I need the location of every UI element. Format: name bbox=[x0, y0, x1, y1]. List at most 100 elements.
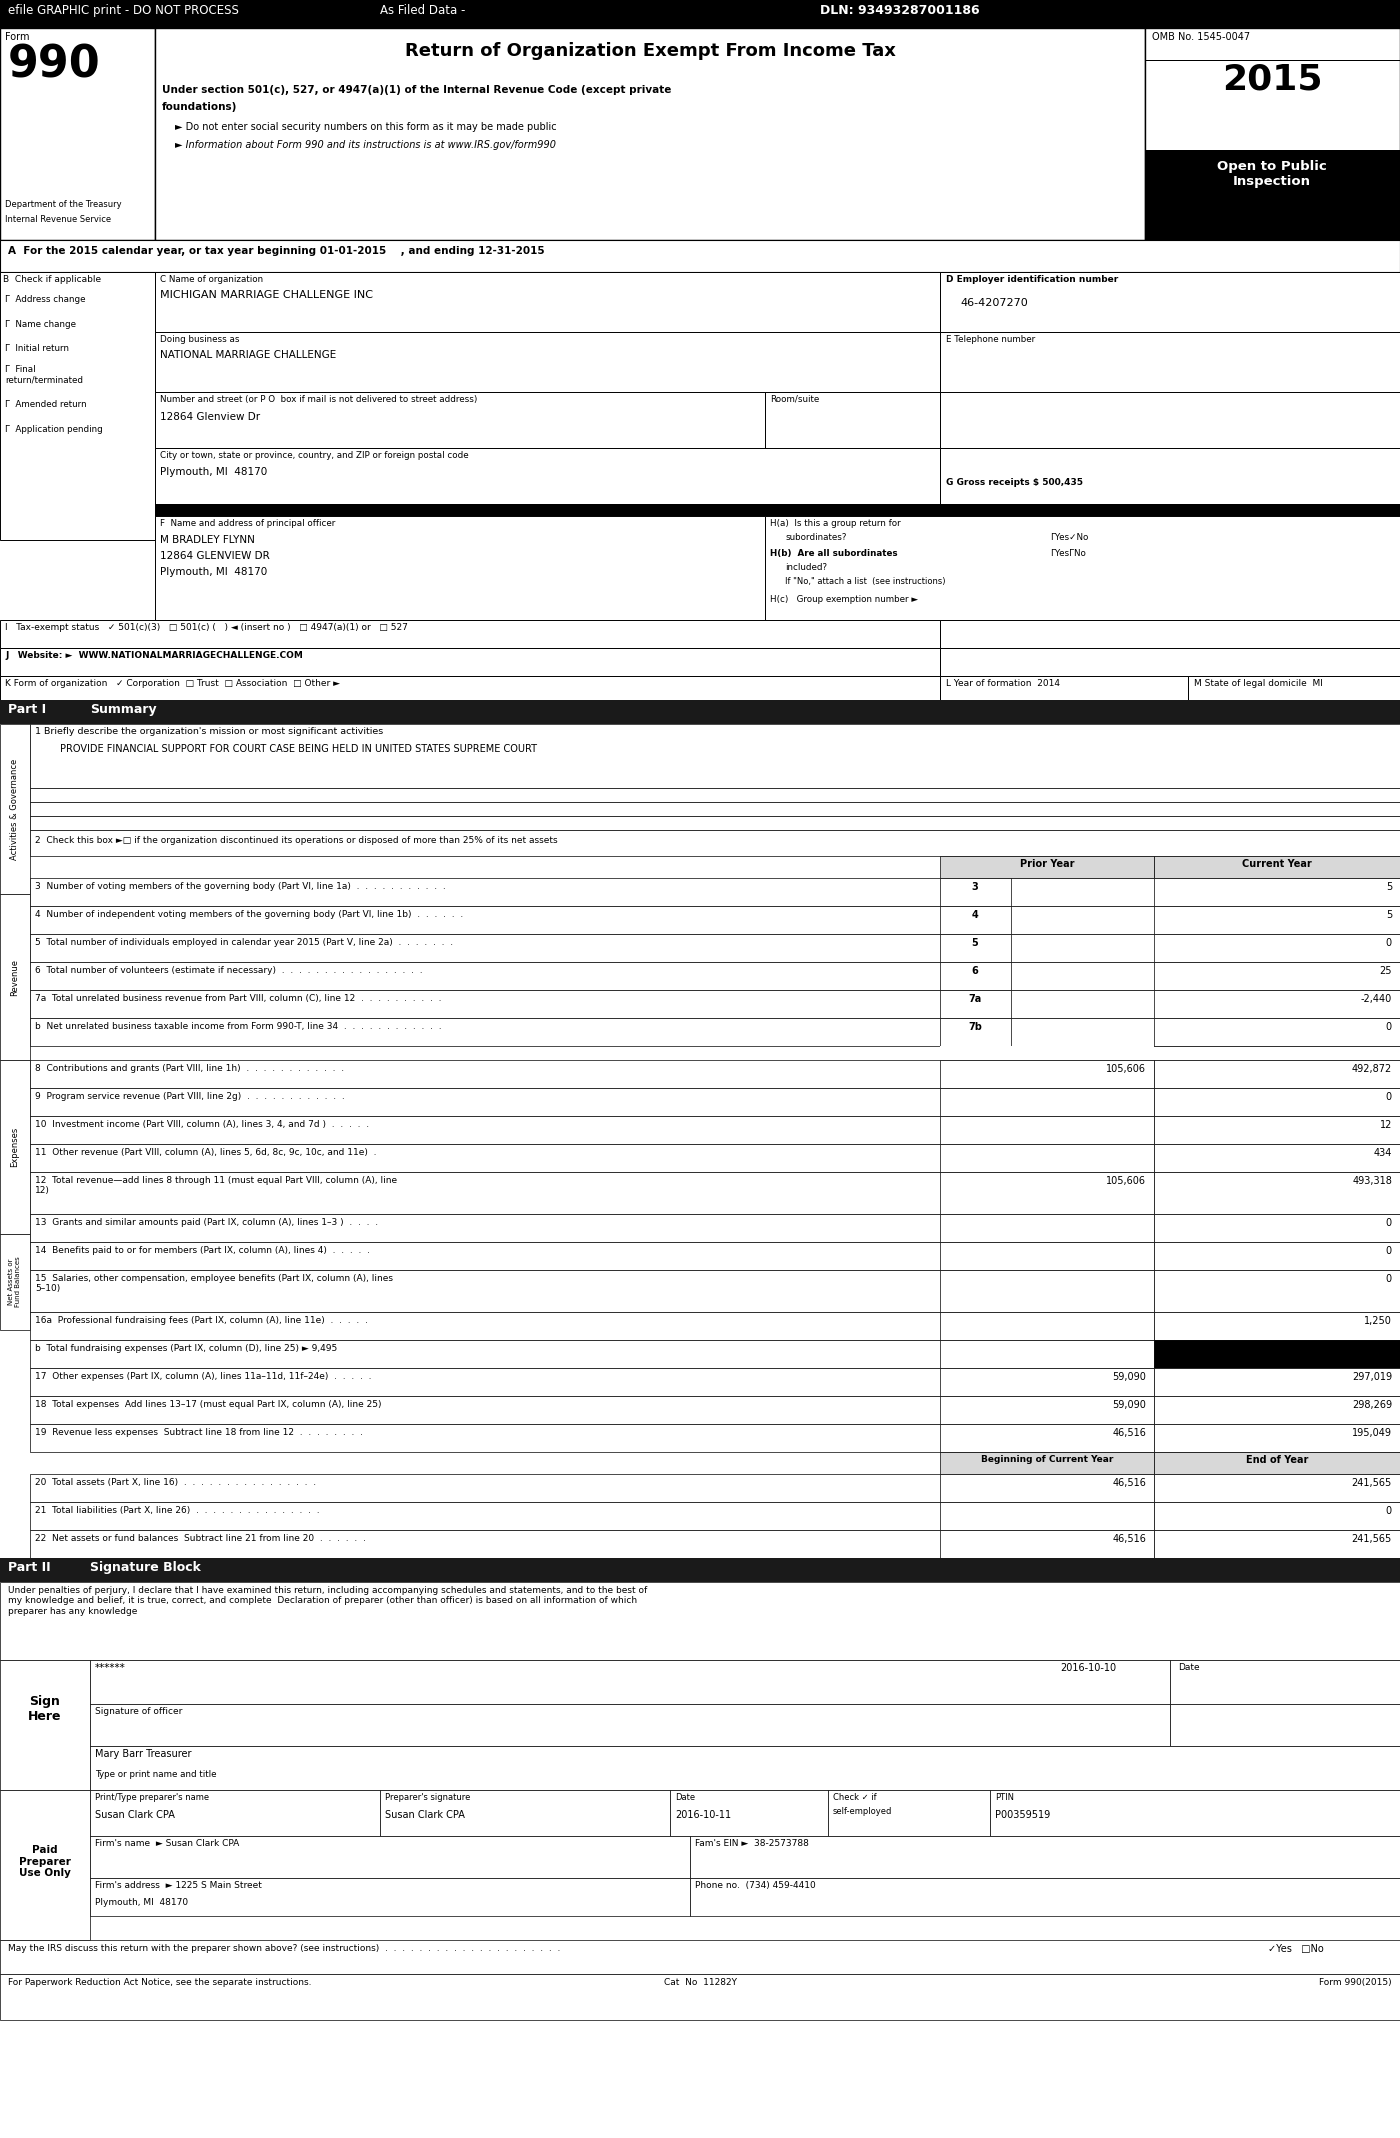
Bar bbox=[1154, 907, 1400, 934]
Bar bbox=[90, 1877, 690, 1916]
Bar bbox=[0, 1659, 90, 1790]
Text: Sign
Here: Sign Here bbox=[28, 1695, 62, 1723]
Bar bbox=[29, 1214, 1400, 1242]
Text: 10  Investment income (Part VIII, column (A), lines 3, 4, and 7d )  .  .  .  .  : 10 Investment income (Part VIII, column … bbox=[35, 1120, 370, 1129]
Text: Γ  Initial return: Γ Initial return bbox=[6, 344, 69, 353]
Text: PTIN: PTIN bbox=[995, 1794, 1014, 1802]
Bar bbox=[764, 391, 939, 449]
Text: C Name of organization: C Name of organization bbox=[160, 276, 263, 284]
Bar bbox=[1154, 1116, 1400, 1144]
Bar bbox=[1154, 990, 1400, 1018]
Bar bbox=[939, 1172, 1154, 1214]
Bar bbox=[1154, 1368, 1400, 1396]
Text: 990: 990 bbox=[8, 45, 101, 88]
Text: A  For the 2015 calendar year, or tax year beginning 01-01-2015    , and ending : A For the 2015 calendar year, or tax yea… bbox=[8, 246, 545, 257]
Bar bbox=[0, 239, 1400, 272]
Bar bbox=[155, 391, 764, 449]
Bar bbox=[1145, 28, 1400, 239]
Text: Cat  No  11282Y: Cat No 11282Y bbox=[664, 1978, 736, 1986]
Text: Plymouth, MI  48170: Plymouth, MI 48170 bbox=[160, 567, 267, 577]
Text: If "No," attach a list  (see instructions): If "No," attach a list (see instructions… bbox=[785, 577, 945, 586]
Bar bbox=[939, 449, 1400, 505]
Text: 8  Contributions and grants (Part VIII, line 1h)  .  .  .  .  .  .  .  .  .  .  : 8 Contributions and grants (Part VIII, l… bbox=[35, 1065, 344, 1073]
Bar bbox=[29, 725, 1400, 789]
Bar bbox=[939, 1313, 1154, 1341]
Text: 0: 0 bbox=[1386, 1505, 1392, 1516]
Text: MICHIGAN MARRIAGE CHALLENGE INC: MICHIGAN MARRIAGE CHALLENGE INC bbox=[160, 291, 372, 299]
Text: F  Name and address of principal officer: F Name and address of principal officer bbox=[160, 520, 336, 528]
Bar bbox=[0, 620, 939, 648]
Bar bbox=[90, 1747, 1400, 1790]
Text: H(c)   Group exemption number ►: H(c) Group exemption number ► bbox=[770, 594, 918, 605]
Text: 297,019: 297,019 bbox=[1352, 1373, 1392, 1381]
Bar bbox=[155, 331, 939, 391]
Bar bbox=[671, 1790, 827, 1837]
Bar bbox=[155, 28, 1145, 239]
Bar bbox=[29, 1424, 1400, 1452]
Bar bbox=[939, 391, 1400, 449]
Text: 13  Grants and similar amounts paid (Part IX, column (A), lines 1–3 )  .  .  .  : 13 Grants and similar amounts paid (Part… bbox=[35, 1219, 378, 1227]
Text: Return of Organization Exempt From Income Tax: Return of Organization Exempt From Incom… bbox=[405, 43, 896, 60]
Bar bbox=[939, 962, 1011, 990]
Bar bbox=[939, 1018, 1011, 1045]
Bar bbox=[939, 1473, 1154, 1503]
Text: Γ  Address change: Γ Address change bbox=[6, 295, 85, 304]
Text: 59,090: 59,090 bbox=[1112, 1400, 1147, 1409]
Bar bbox=[29, 1242, 1400, 1270]
Text: Under penalties of perjury, I declare that I have examined this return, includin: Under penalties of perjury, I declare th… bbox=[8, 1586, 647, 1616]
Bar bbox=[29, 1531, 1400, 1559]
Bar bbox=[90, 1704, 1170, 1747]
Text: Room/suite: Room/suite bbox=[770, 396, 819, 404]
Text: Signature of officer: Signature of officer bbox=[95, 1706, 182, 1717]
Text: 0: 0 bbox=[1386, 1246, 1392, 1255]
Text: L Year of formation  2014: L Year of formation 2014 bbox=[946, 680, 1060, 688]
Bar bbox=[0, 894, 29, 1060]
Text: 21  Total liabilities (Part X, line 26)  .  .  .  .  .  .  .  .  .  .  .  .  .  : 21 Total liabilities (Part X, line 26) .… bbox=[35, 1505, 319, 1516]
Bar bbox=[0, 676, 939, 699]
Text: Internal Revenue Service: Internal Revenue Service bbox=[6, 216, 111, 224]
Text: ******: ****** bbox=[95, 1663, 126, 1674]
Bar bbox=[764, 515, 1400, 620]
Bar bbox=[155, 515, 764, 620]
Bar bbox=[1154, 1172, 1400, 1214]
Text: self-employed: self-employed bbox=[833, 1807, 892, 1815]
Bar bbox=[29, 1368, 1400, 1396]
Bar bbox=[29, 1144, 1400, 1172]
Bar bbox=[90, 1659, 1170, 1704]
Bar bbox=[29, 1018, 1400, 1045]
Text: 5: 5 bbox=[1386, 883, 1392, 892]
Text: K Form of organization   ✓ Corporation  □ Trust  □ Association  □ Other ►: K Form of organization ✓ Corporation □ T… bbox=[6, 680, 340, 688]
Bar bbox=[1154, 962, 1400, 990]
Bar bbox=[690, 1837, 1400, 1877]
Text: P00359519: P00359519 bbox=[995, 1811, 1050, 1819]
Text: 9  Program service revenue (Part VIII, line 2g)  .  .  .  .  .  .  .  .  .  .  .: 9 Program service revenue (Part VIII, li… bbox=[35, 1093, 344, 1101]
Bar bbox=[939, 331, 1400, 391]
Text: Γ  Amended return: Γ Amended return bbox=[6, 400, 87, 408]
Bar bbox=[0, 648, 939, 676]
Text: Mary Barr Treasurer: Mary Barr Treasurer bbox=[95, 1749, 192, 1760]
Text: Paid
Preparer
Use Only: Paid Preparer Use Only bbox=[20, 1845, 71, 1877]
Bar bbox=[1154, 1060, 1400, 1088]
Text: 25: 25 bbox=[1379, 966, 1392, 977]
Bar bbox=[29, 789, 1400, 802]
Bar bbox=[939, 1088, 1154, 1116]
Bar bbox=[0, 1973, 1400, 2020]
Text: Date: Date bbox=[675, 1794, 696, 1802]
Text: 5: 5 bbox=[972, 939, 979, 947]
Text: 241,565: 241,565 bbox=[1352, 1533, 1392, 1544]
Text: 0: 0 bbox=[1386, 1219, 1392, 1227]
Text: Date: Date bbox=[1177, 1663, 1200, 1672]
Text: 6: 6 bbox=[972, 966, 979, 977]
Text: included?: included? bbox=[785, 562, 827, 573]
Text: 46-4207270: 46-4207270 bbox=[960, 297, 1028, 308]
Text: 18  Total expenses  Add lines 13–17 (must equal Part IX, column (A), line 25): 18 Total expenses Add lines 13–17 (must … bbox=[35, 1400, 381, 1409]
Text: -2,440: -2,440 bbox=[1361, 994, 1392, 1005]
Bar bbox=[1154, 855, 1400, 879]
Bar bbox=[1154, 1473, 1400, 1503]
Text: May the IRS discuss this return with the preparer shown above? (see instructions: May the IRS discuss this return with the… bbox=[8, 1943, 560, 1952]
Text: 1 Briefly describe the organization's mission or most significant activities: 1 Briefly describe the organization's mi… bbox=[35, 727, 384, 735]
Bar bbox=[0, 0, 1400, 28]
Text: foundations): foundations) bbox=[162, 103, 238, 111]
Text: 2016-10-11: 2016-10-11 bbox=[675, 1811, 731, 1819]
Bar bbox=[939, 1144, 1154, 1172]
